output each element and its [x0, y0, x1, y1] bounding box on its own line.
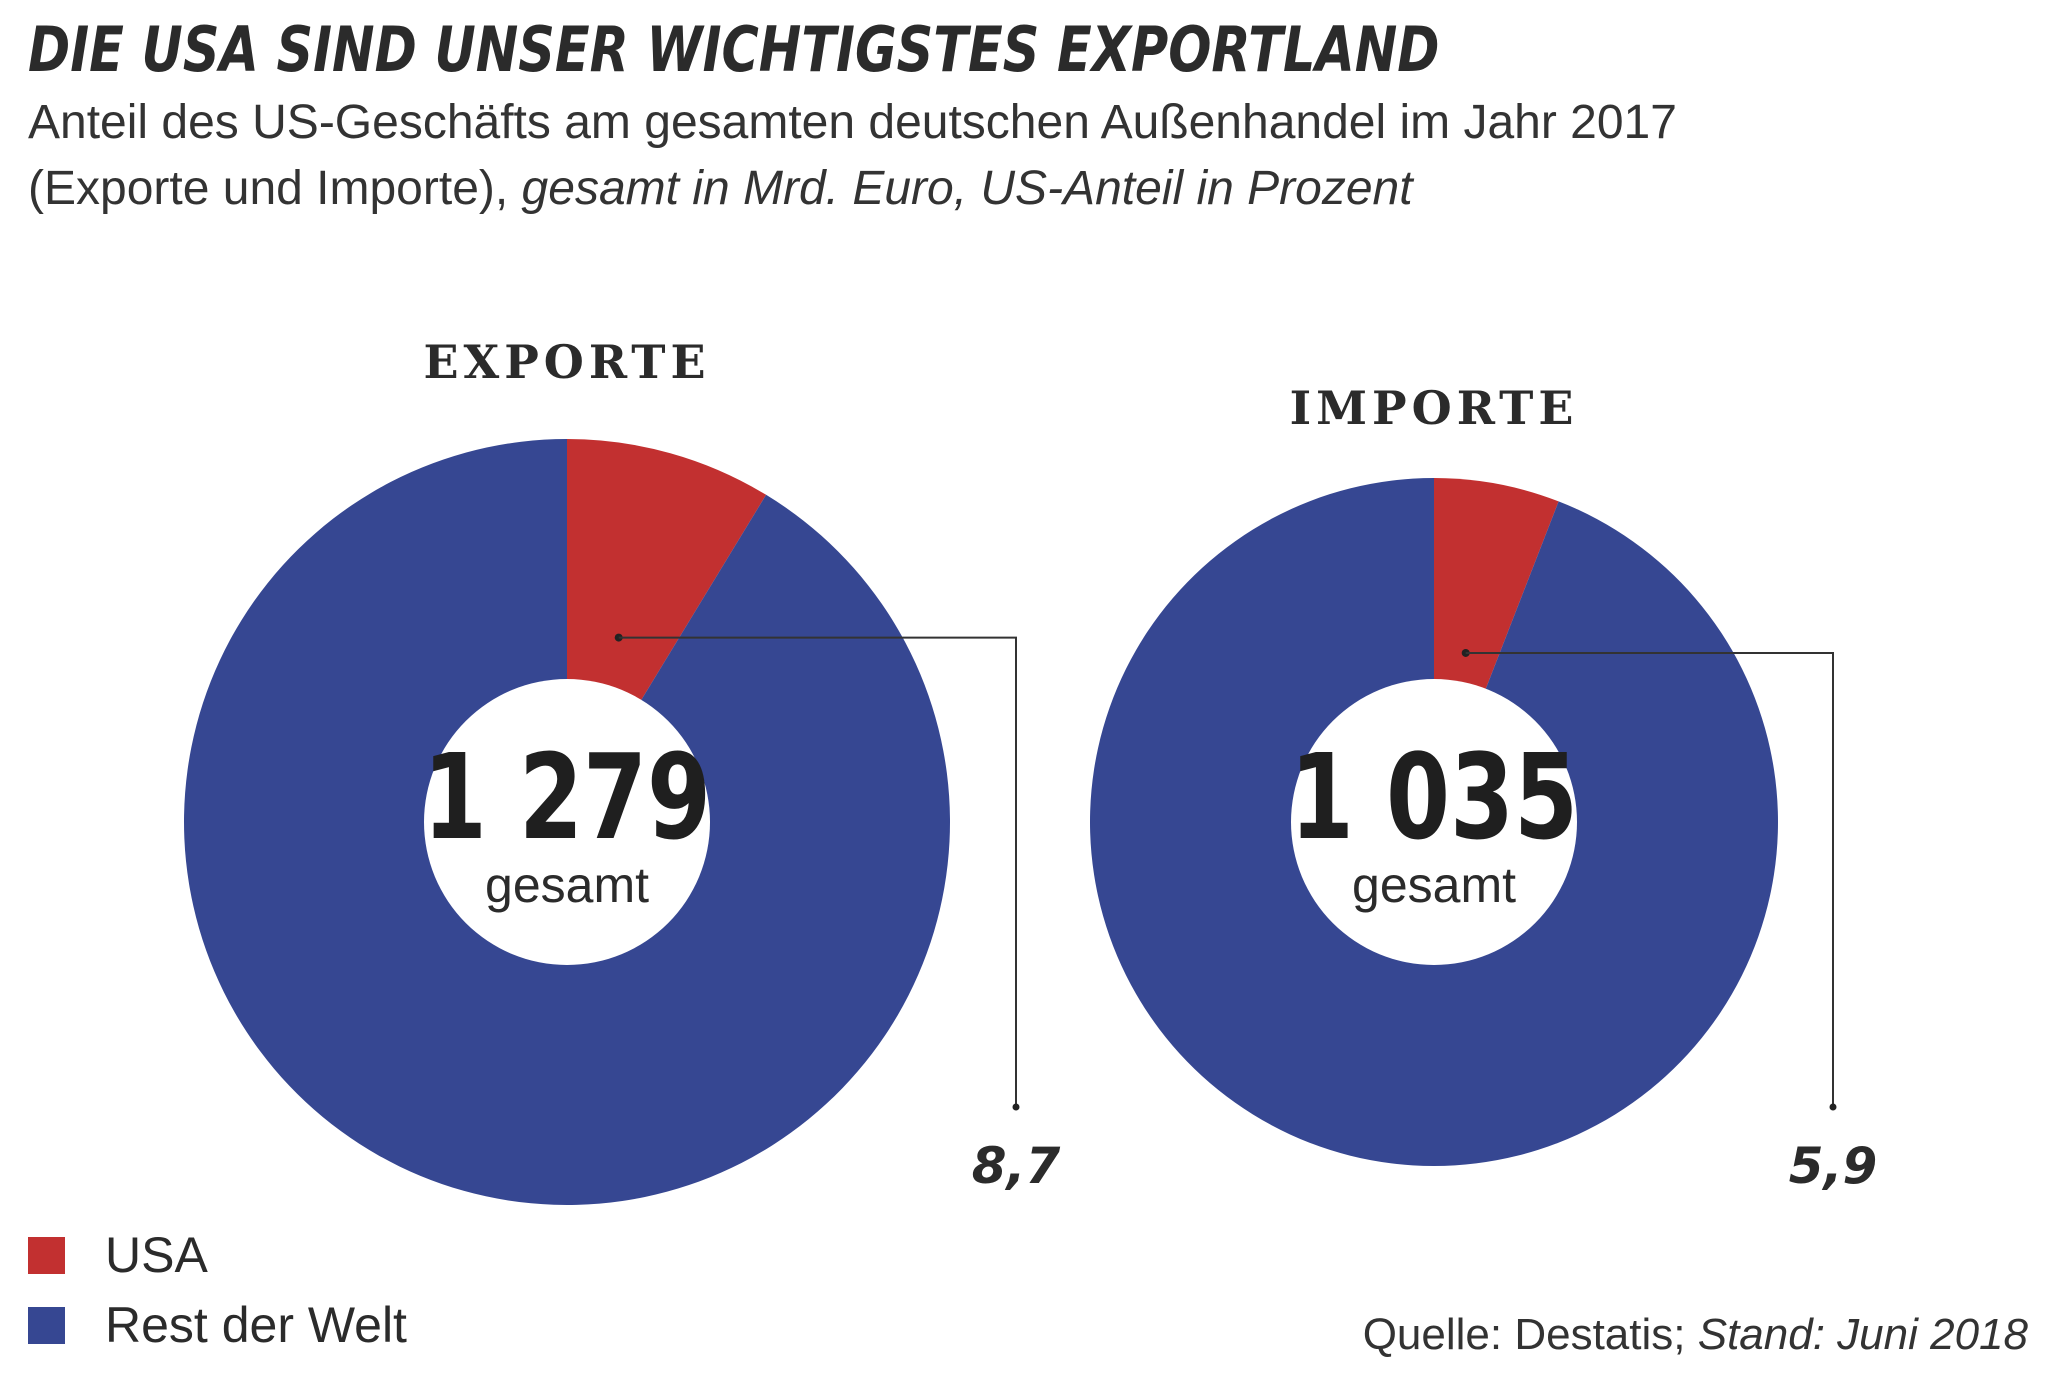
subtitle-line-2-italic: gesamt in Mrd. Euro, US-Anteil in Prozen…: [521, 162, 1413, 215]
donut-hole-importe: [1291, 679, 1577, 965]
source-prefix: Quelle: Destatis;: [1362, 1310, 1698, 1359]
leader-end-exporte: [1012, 1103, 1020, 1111]
chart-subtitle: Anteil des US-Geschäfts am gesamten deut…: [28, 90, 1677, 222]
legend-label-usa: USA: [105, 1227, 208, 1283]
leader-end-importe: [1829, 1103, 1837, 1111]
usa-share-label-importe: 5,9: [1789, 1137, 1878, 1195]
subtitle-line-2: (Exporte und Importe), gesamt in Mrd. Eu…: [28, 156, 1677, 222]
usa-share-label-exporte: 8,7: [972, 1137, 1061, 1195]
total-caption-importe: gesamt: [1352, 857, 1516, 913]
chart-title-exporte: EXPORTE: [423, 335, 710, 389]
total-caption-exporte: gesamt: [485, 857, 649, 913]
legend-item-rest: Rest der Welt: [28, 1290, 407, 1360]
legend-swatch-usa: [28, 1236, 65, 1274]
legend-label-rest: Rest der Welt: [105, 1297, 407, 1353]
legend-item-usa: USA: [28, 1220, 407, 1290]
total-value-importe: 1 035: [1290, 729, 1578, 866]
subtitle-line-2-plain: (Exporte und Importe),: [28, 162, 522, 215]
legend-swatch-rest: [28, 1306, 65, 1344]
legend: USA Rest der Welt: [28, 1220, 407, 1360]
chart-title-importe: IMPORTE: [1290, 381, 1579, 435]
donut-hole-exporte: [424, 679, 710, 965]
subtitle-line-1: Anteil des US-Geschäfts am gesamten deut…: [28, 96, 1677, 149]
leader-line-importe: [1465, 651, 1834, 1107]
source-stand: Stand: Juni 2018: [1697, 1310, 2028, 1359]
leader-line-exporte: [618, 636, 1017, 1107]
chart-headline: DIE USA SIND UNSER WICHTIGSTES EXPORTLAN…: [28, 13, 1440, 86]
source-note: Quelle: Destatis; Stand: Juni 2018: [1363, 1310, 2028, 1360]
total-value-exporte: 1 279: [423, 729, 711, 866]
